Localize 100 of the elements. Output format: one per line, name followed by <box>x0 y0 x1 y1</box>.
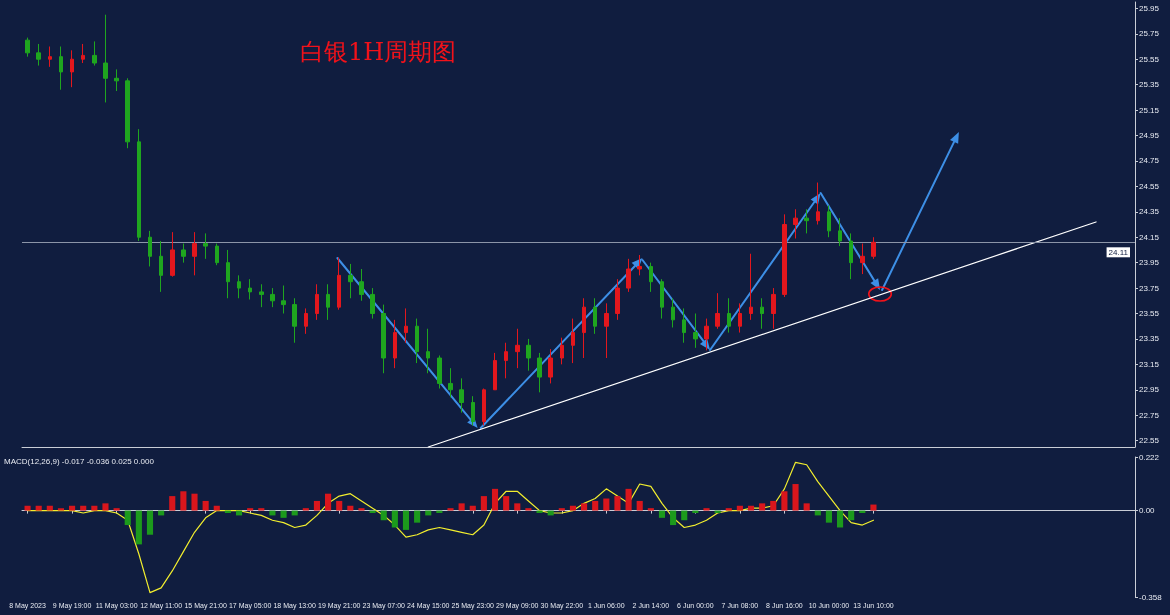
candlestick <box>359 268 364 302</box>
candlestick <box>459 377 464 414</box>
candlestick <box>370 287 375 320</box>
candlestick <box>582 297 586 359</box>
bar <box>703 508 710 511</box>
y-tick-label: 23.95 <box>1139 258 1160 268</box>
y-tick-label: 22.95 <box>1139 385 1160 395</box>
candlestick <box>114 68 119 92</box>
candlestick <box>181 243 186 264</box>
bar <box>180 491 187 511</box>
bar <box>124 510 131 526</box>
bar <box>681 510 688 521</box>
bar <box>46 505 53 511</box>
bar <box>146 510 154 535</box>
ref-line-label: 24.11 <box>1108 247 1129 257</box>
y-tick-label: 25.95 <box>1139 3 1160 13</box>
y-tick-label: 24.75 <box>1139 156 1160 166</box>
bar <box>636 500 643 511</box>
candlestick <box>526 338 531 372</box>
bar <box>480 496 487 511</box>
y-tick-label: 0.00 <box>1139 506 1156 516</box>
candlestick <box>693 313 698 349</box>
bar <box>380 510 387 521</box>
candlestick <box>248 278 252 301</box>
candlestick <box>259 283 264 308</box>
y-tick-label: 23.55 <box>1139 309 1160 318</box>
bar <box>447 508 454 511</box>
candlestick <box>615 278 620 321</box>
candlestick <box>437 354 442 390</box>
y-tick-label: 22.55 <box>1139 436 1160 446</box>
candlestick <box>827 204 831 238</box>
candlestick <box>226 249 230 299</box>
bar <box>569 505 576 511</box>
candlestick <box>871 236 876 260</box>
bar <box>91 505 98 511</box>
candlestick <box>682 307 686 344</box>
candlestick <box>727 297 731 334</box>
candlestick <box>660 278 664 320</box>
candlestick <box>571 318 575 364</box>
bar <box>280 510 287 518</box>
candlestick <box>92 40 97 67</box>
candlestick <box>237 274 241 299</box>
candlestick <box>203 232 208 260</box>
candlestick <box>793 208 798 239</box>
bar <box>870 504 877 511</box>
candlestick <box>25 37 30 58</box>
candlestick <box>548 348 553 384</box>
bar <box>781 491 788 511</box>
candlestick <box>816 182 820 225</box>
bar <box>35 505 42 511</box>
y-tick-label: 0.222 <box>1139 452 1160 462</box>
candlestick <box>560 337 564 365</box>
bar <box>792 484 799 511</box>
candlestick <box>715 292 720 330</box>
bar <box>736 505 743 511</box>
bar <box>258 508 265 511</box>
candlestick <box>292 297 297 344</box>
candlestick <box>159 240 163 293</box>
candlestick <box>415 318 419 364</box>
candlestick <box>36 43 41 67</box>
candlestick <box>537 352 542 393</box>
bar <box>647 508 654 511</box>
candlestick <box>381 304 386 374</box>
candlestick <box>281 285 286 314</box>
bar <box>458 503 465 511</box>
bar <box>759 503 766 511</box>
candlestick <box>749 253 753 321</box>
chart-title: MACD(12,26,9) -0.017 -0.036 0.025 0.000 <box>4 456 155 466</box>
candlestick <box>315 283 319 321</box>
candlestick <box>103 14 108 103</box>
bar <box>247 508 254 511</box>
candlestick <box>804 208 809 234</box>
candlestick <box>270 287 275 308</box>
bar <box>57 508 65 511</box>
bar <box>358 508 365 511</box>
candlestick <box>81 43 85 64</box>
bar <box>625 488 632 511</box>
bar <box>581 503 588 511</box>
bar <box>414 510 421 523</box>
candlestick <box>448 367 453 398</box>
candlestick <box>849 232 853 280</box>
y-tick-label: 24.35 <box>1139 207 1160 217</box>
bar <box>202 500 209 511</box>
candlestick <box>782 213 787 298</box>
candlestick <box>626 258 631 293</box>
bar <box>514 503 521 511</box>
candlestick <box>348 263 353 299</box>
bar <box>825 510 832 523</box>
candlestick <box>426 328 430 374</box>
bar <box>469 505 476 511</box>
candlestick <box>125 77 130 149</box>
bar <box>80 505 87 511</box>
bar <box>302 508 309 511</box>
bar <box>102 503 109 511</box>
candlestick <box>137 128 141 242</box>
y-tick-label: 23.35 <box>1139 334 1160 344</box>
bar <box>336 500 343 511</box>
y-tick-label: 24.55 <box>1139 181 1160 191</box>
candlestick <box>738 302 742 334</box>
y-tick-label: -0.358 <box>1139 592 1163 602</box>
